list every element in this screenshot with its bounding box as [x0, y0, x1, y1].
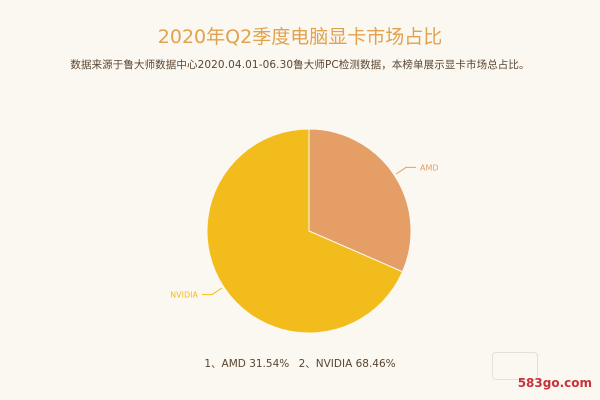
leader-line-amd — [395, 166, 417, 175]
leader-line-nvidia — [201, 287, 223, 296]
watermark-text: 583go.com — [517, 376, 592, 390]
watermark-logo-icon — [492, 352, 538, 380]
pie-slice-amd[interactable] — [308, 128, 412, 273]
summary-item-amd: 1、AMD 31.54% — [204, 358, 290, 370]
pie-slice-nvidia[interactable] — [206, 128, 404, 334]
summary-item-nvidia: 2、NVIDIA 68.46% — [298, 358, 396, 370]
slice-label-nvidia: NVIDIA — [170, 291, 198, 300]
slice-label-amd: AMD — [420, 163, 439, 172]
summary-legend: 1、AMD 31.54% 2、NVIDIA 68.46% — [0, 356, 600, 371]
chart-title: 2020年Q2季度电脑显卡市场占比 — [157, 26, 443, 48]
chart-subtitle: 数据来源于鲁大师数据中心2020.04.01-06.30鲁大师PC检测数据，本榜… — [70, 59, 530, 71]
